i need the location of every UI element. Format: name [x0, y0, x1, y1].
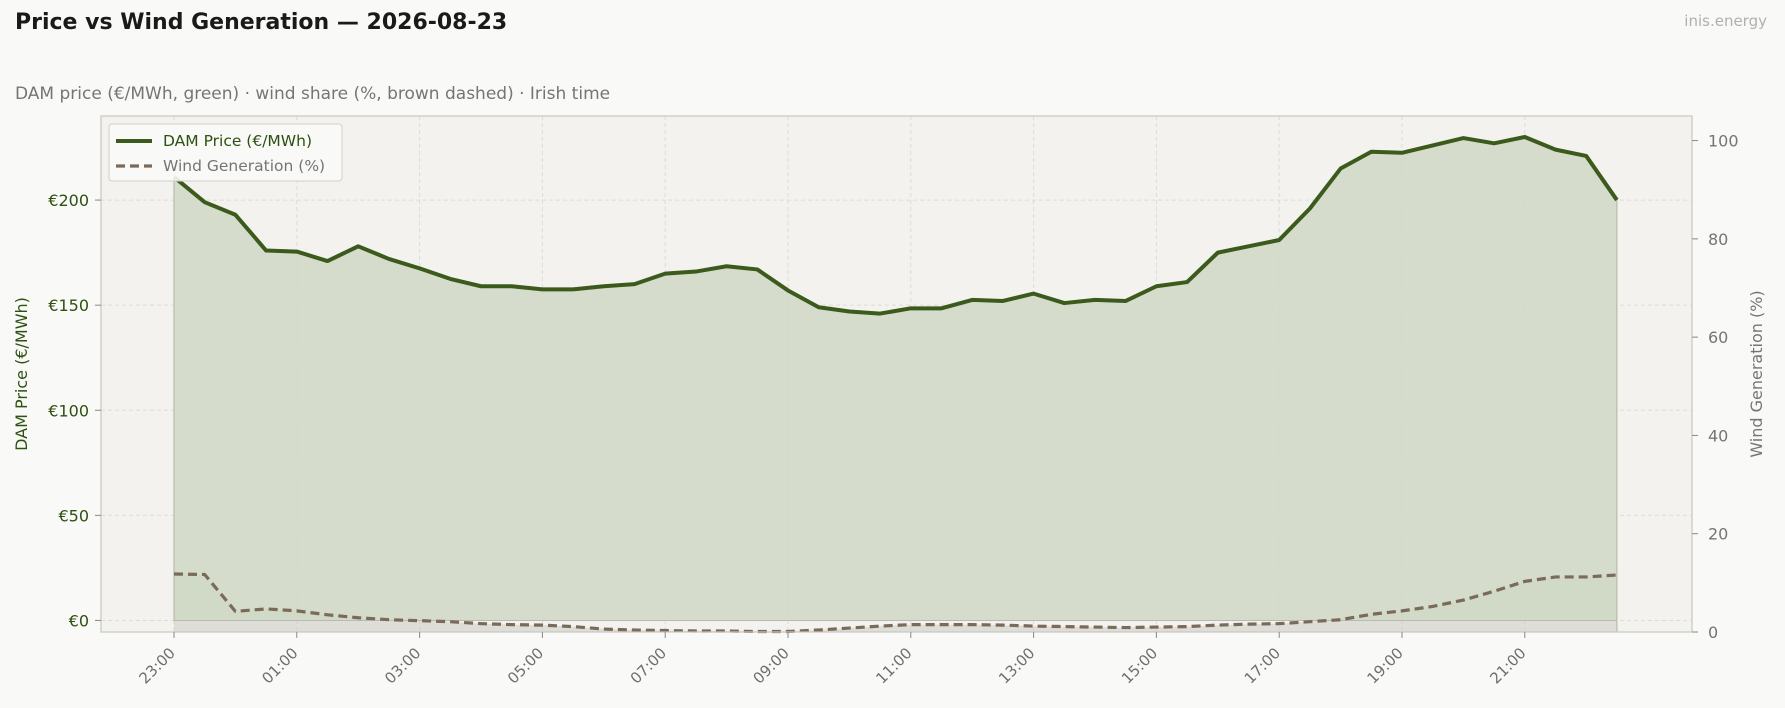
brand-label: inis.energy — [1684, 12, 1767, 30]
legend-box — [108, 123, 343, 182]
x-axis-tick-label: 21:00 — [1486, 644, 1529, 687]
wind-series-line — [173, 572, 1618, 634]
right-axis-tick-label: 80 — [1708, 230, 1728, 249]
right-axis-tick-label: 20 — [1708, 525, 1728, 544]
left-axis-tick-label: €0 — [69, 611, 89, 630]
wind-area — [174, 574, 1617, 632]
right-axis-label: Wind Generation (%) — [1747, 290, 1766, 457]
right-axis-tick-label: 60 — [1708, 328, 1728, 347]
right-axis-tick-label: 0 — [1708, 623, 1718, 642]
chart-title: Price vs Wind Generation — 2026-08-23 — [15, 10, 508, 35]
x-axis-tick-label: 19:00 — [1364, 644, 1407, 687]
wind-area-fill — [174, 574, 1617, 632]
legend: DAM Price (€/MWh) Wind Generation (%) — [108, 123, 343, 182]
x-axis-tick-label: 09:00 — [750, 644, 793, 687]
x-axis-tick-label: 11:00 — [872, 644, 915, 687]
right-axis-tick-label: 100 — [1708, 132, 1739, 151]
legend-price-label: DAM Price (€/MWh) — [163, 132, 312, 150]
left-axis-tick-label: €100 — [48, 401, 89, 420]
x-axis-tick-label: 05:00 — [504, 644, 547, 687]
right-axis-tick-label: 40 — [1708, 426, 1728, 445]
price-area — [174, 137, 1617, 621]
left-axis-tick-label: €200 — [48, 191, 89, 210]
x-axis-tick-label: 23:00 — [136, 644, 179, 687]
x-axis-tick-label: 17:00 — [1241, 644, 1284, 687]
x-axis-tick-label: 13:00 — [995, 644, 1038, 687]
x-axis-tick-label: 01:00 — [258, 644, 301, 687]
price-series-line — [172, 135, 1619, 316]
left-axis-label: DAM Price (€/MWh) — [12, 297, 31, 451]
legend-wind-label: Wind Generation (%) — [163, 157, 325, 175]
left-axis-tick-label: €150 — [48, 296, 89, 315]
x-axis-tick-label: 15:00 — [1118, 644, 1161, 687]
series-lines — [172, 135, 1619, 634]
x-axis-tick-label: 07:00 — [627, 644, 670, 687]
chart-subtitle: DAM price (€/MWh, green) · wind share (%… — [15, 84, 611, 104]
plot-frame — [100, 115, 1693, 633]
left-axis-tick-label: €50 — [58, 506, 89, 525]
x-axis-tick-label: 03:00 — [381, 644, 424, 687]
